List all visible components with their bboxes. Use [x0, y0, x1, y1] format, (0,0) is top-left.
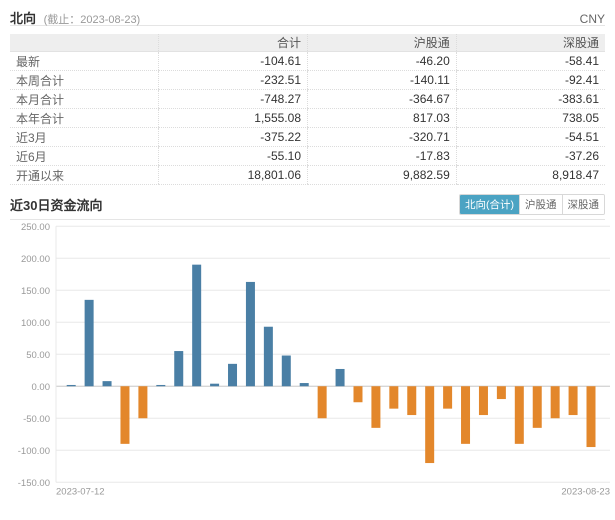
- svg-text:100.00: 100.00: [21, 318, 50, 329]
- svg-text:0.00: 0.00: [32, 382, 51, 393]
- svg-text:-50.00: -50.00: [23, 414, 50, 425]
- svg-text:2023-07-12: 2023-07-12: [56, 486, 105, 497]
- svg-text:250.00: 250.00: [21, 222, 50, 233]
- svg-text:2023-08-23: 2023-08-23: [561, 486, 610, 497]
- svg-text:50.00: 50.00: [26, 350, 50, 361]
- svg-text:-100.00: -100.00: [18, 446, 50, 457]
- svg-text:-150.00: -150.00: [18, 478, 50, 489]
- svg-text:150.00: 150.00: [21, 286, 50, 297]
- svg-text:200.00: 200.00: [21, 254, 50, 265]
